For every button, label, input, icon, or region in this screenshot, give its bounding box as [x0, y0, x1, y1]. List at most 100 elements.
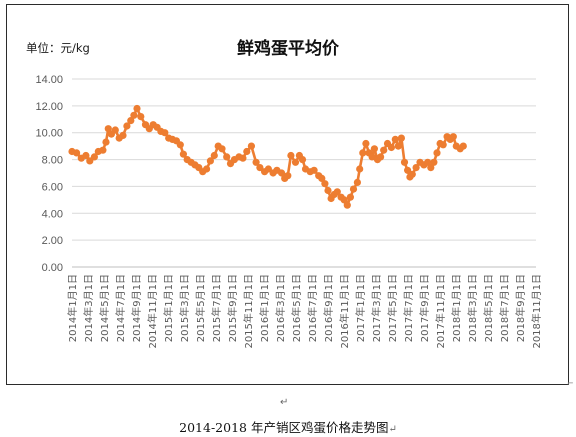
y-tick-label: 2.00	[42, 235, 63, 247]
data-point	[298, 156, 307, 164]
data-point	[349, 185, 358, 193]
x-axis-tick-labels: 2014年1月1日 2014年3月1日 2014年5月1日 2014年7月1日 2014…	[66, 274, 543, 349]
data-point	[430, 158, 438, 166]
x-tick-label: 2018年7月1日	[498, 274, 511, 342]
data-point	[111, 126, 119, 134]
data-point	[424, 158, 432, 166]
data-point	[459, 142, 467, 150]
x-tick-label: 2014年7月1日	[114, 274, 127, 342]
corner-mark: ⌐	[567, 379, 574, 388]
data-point	[380, 146, 388, 154]
data-point	[243, 147, 251, 156]
data-point	[333, 188, 341, 196]
data-point	[387, 143, 395, 152]
data-point	[359, 149, 367, 157]
y-tick-label: 4.00	[42, 208, 63, 220]
data-point	[362, 139, 370, 148]
data-point	[408, 170, 416, 178]
unit-label: 单位：元/kg	[26, 41, 90, 55]
data-point	[256, 164, 264, 172]
chart-title: 鲜鸡蛋平均价	[237, 39, 339, 59]
data-point	[391, 135, 399, 143]
data-point	[433, 149, 441, 157]
data-point	[368, 153, 376, 161]
data-point	[161, 129, 169, 137]
data-point	[346, 193, 354, 201]
x-tick-label: 2015年5月1日	[194, 274, 207, 342]
x-tick-label: 2017年11月1日	[434, 274, 447, 349]
y-tick-label: 12.00	[35, 101, 63, 113]
data-point	[130, 111, 138, 119]
x-tick-label: 2017年9月1日	[418, 274, 431, 342]
data-point	[377, 153, 385, 161]
x-tick-label: 2016年1月1日	[258, 274, 271, 342]
data-point	[324, 186, 332, 195]
data-markers	[68, 104, 467, 209]
caption-paragraph-mark: ↵	[388, 424, 397, 435]
x-tick-label: 2016年5月1日	[290, 274, 303, 342]
data-point	[102, 138, 110, 146]
x-tick-label: 2015年7月1日	[210, 274, 223, 342]
data-point	[321, 180, 329, 188]
data-point	[247, 142, 255, 150]
data-point	[82, 151, 90, 160]
x-tick-label: 2014年5月1日	[98, 274, 111, 342]
data-point	[439, 141, 447, 149]
data-point	[137, 113, 145, 121]
x-tick-label: 2015年3月1日	[178, 274, 191, 342]
data-point	[210, 151, 218, 160]
data-point	[90, 153, 98, 161]
data-point	[264, 165, 272, 173]
x-tick-label: 2017年3月1日	[370, 274, 383, 342]
x-tick-label: 2014年11月1日	[146, 274, 159, 349]
data-point	[119, 131, 127, 139]
data-point	[287, 151, 295, 160]
data-point	[400, 158, 409, 166]
caption-text: 2014-2018 年产销区鸡蛋价格走势图	[179, 420, 389, 435]
data-point	[179, 150, 187, 158]
data-point	[206, 157, 214, 165]
x-tick-label: 2016年3月1日	[274, 274, 287, 342]
data-point	[104, 125, 112, 133]
data-point	[239, 154, 247, 162]
chart-frame	[6, 4, 569, 385]
data-point	[223, 153, 231, 161]
x-tick-label: 2017年5月1日	[386, 274, 399, 342]
x-tick-label: 2014年3月1日	[82, 274, 95, 342]
y-tick-label: 8.00	[42, 155, 63, 167]
data-point	[176, 141, 184, 149]
data-point	[394, 142, 402, 150]
x-tick-label: 2016年7月1日	[306, 274, 319, 342]
x-tick-label: 2014年9月1日	[130, 274, 143, 342]
x-tick-label: 2017年1月1日	[354, 274, 367, 342]
data-point	[291, 158, 300, 166]
data-point	[449, 133, 457, 141]
data-point	[284, 172, 292, 180]
data-point	[73, 149, 81, 157]
data-point	[127, 117, 135, 125]
x-tick-label: 2018年5月1日	[482, 274, 495, 342]
x-tick-label: 2015年11月1日	[242, 274, 255, 349]
data-point	[343, 201, 351, 209]
x-tick-label: 2014年1月1日	[66, 274, 79, 342]
x-tick-label: 2016年11月1日	[338, 274, 351, 349]
data-point	[133, 104, 141, 113]
data-point	[404, 166, 412, 174]
data-point	[356, 165, 364, 173]
data-point	[353, 178, 361, 186]
y-tick-label: 0.00	[42, 262, 63, 274]
x-tick-label: 2016年9月1日	[322, 274, 335, 342]
data-point	[340, 196, 348, 204]
y-axis-tick-labels: 0.00 2.00 4.00 6.00 8.00 10.00 12.00 14.00	[35, 74, 63, 274]
gridlines	[72, 78, 536, 268]
data-point	[203, 165, 211, 173]
data-point	[427, 164, 435, 172]
data-point	[123, 122, 131, 130]
paragraph-mark: ↵	[280, 397, 289, 408]
x-tick-label: 2018年1月1日	[450, 274, 463, 342]
data-point	[218, 145, 226, 153]
x-tick-label: 2018年11月1日	[530, 274, 543, 349]
x-tick-label: 2018年3月1日	[466, 274, 479, 342]
data-point	[397, 134, 405, 142]
